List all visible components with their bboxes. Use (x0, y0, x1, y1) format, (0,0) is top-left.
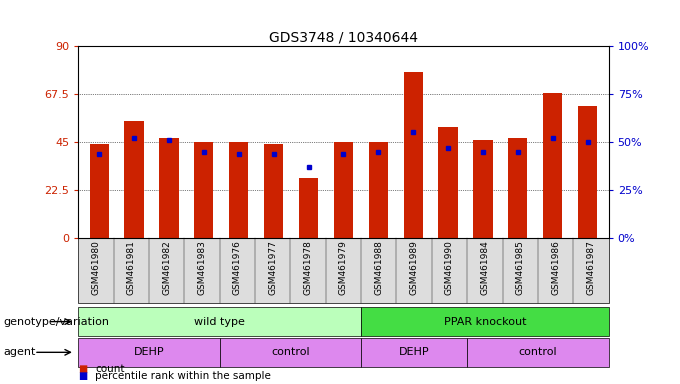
Text: count: count (95, 364, 124, 374)
Bar (194, 142, 214, 238)
Text: GSM461990: GSM461990 (445, 240, 454, 295)
Bar (229, 142, 248, 238)
Text: ■: ■ (78, 371, 88, 381)
Text: ■: ■ (78, 364, 88, 374)
Text: DEHP: DEHP (133, 347, 165, 358)
Text: GSM461976: GSM461976 (233, 240, 242, 295)
Text: GSM461983: GSM461983 (197, 240, 207, 295)
Text: GSM461987: GSM461987 (586, 240, 596, 295)
Bar (124, 121, 143, 238)
Text: GSM461980: GSM461980 (91, 240, 101, 295)
Text: GSM461982: GSM461982 (162, 240, 171, 295)
Bar (404, 72, 423, 238)
Text: PPAR knockout: PPAR knockout (443, 316, 526, 327)
Title: GDS3748 / 10340644: GDS3748 / 10340644 (269, 31, 418, 45)
Bar (334, 142, 353, 238)
Text: DEHP: DEHP (398, 347, 430, 358)
Text: GSM461979: GSM461979 (339, 240, 348, 295)
Text: GSM461988: GSM461988 (374, 240, 384, 295)
Bar (508, 138, 528, 238)
Text: GSM461984: GSM461984 (480, 240, 490, 295)
Text: GSM461985: GSM461985 (515, 240, 525, 295)
Text: GSM461981: GSM461981 (126, 240, 136, 295)
Text: GSM461977: GSM461977 (268, 240, 277, 295)
Text: percentile rank within the sample: percentile rank within the sample (95, 371, 271, 381)
Bar (369, 142, 388, 238)
Text: wild type: wild type (194, 316, 245, 327)
Bar (578, 106, 597, 238)
Bar (439, 127, 458, 238)
Bar (159, 138, 179, 238)
Text: control: control (519, 347, 557, 358)
Text: genotype/variation: genotype/variation (3, 316, 109, 327)
Text: GSM461978: GSM461978 (303, 240, 313, 295)
Text: GSM461986: GSM461986 (551, 240, 560, 295)
Bar (543, 93, 562, 238)
Text: control: control (271, 347, 309, 358)
Bar (299, 178, 318, 238)
Text: GSM461989: GSM461989 (409, 240, 419, 295)
Bar (264, 144, 283, 238)
Bar (473, 140, 492, 238)
Text: agent: agent (3, 347, 36, 358)
Bar (90, 144, 109, 238)
